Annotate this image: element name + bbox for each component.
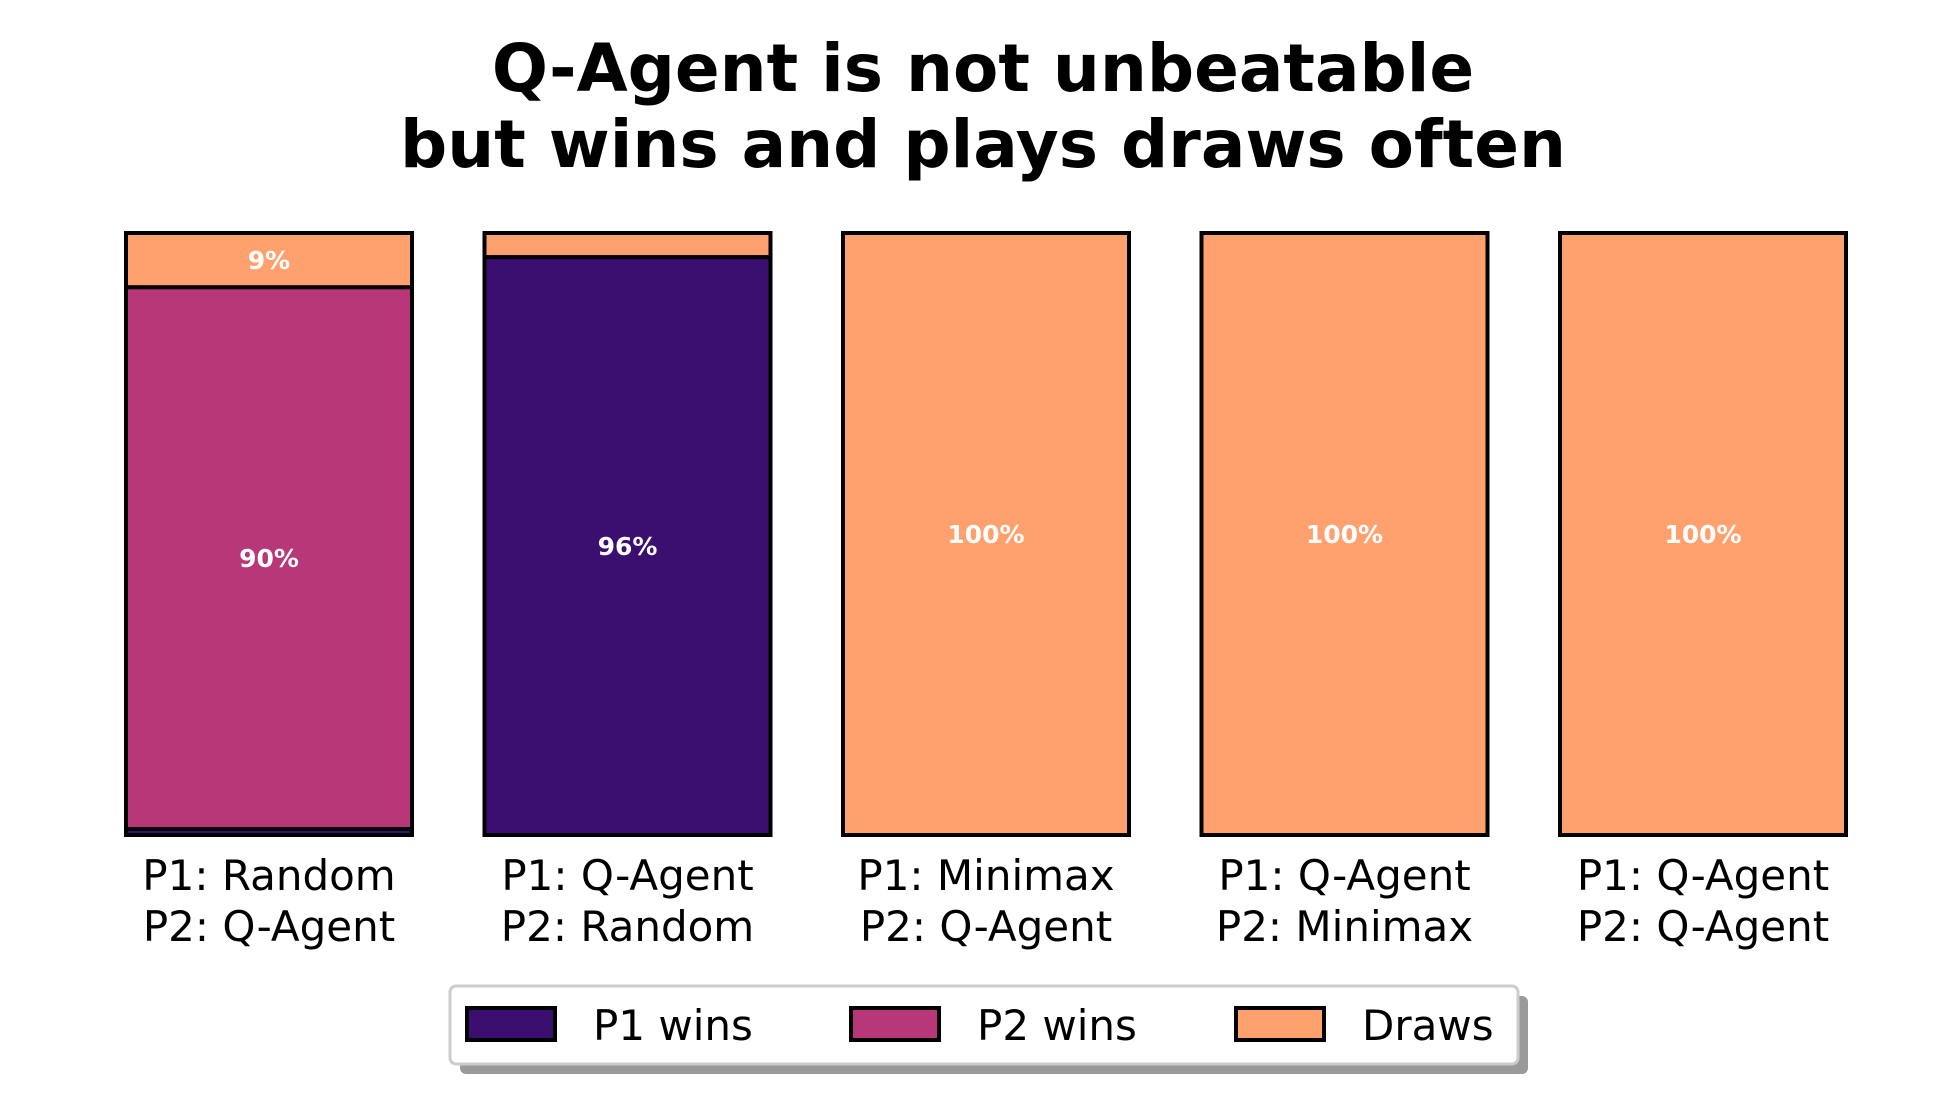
x-tick-label: P2: Q-Agent <box>860 902 1112 951</box>
x-tick-label: P1: Random <box>142 851 395 900</box>
legend-entry: Draws <box>1234 1001 1494 1050</box>
legend-label: P2 wins <box>977 1001 1137 1050</box>
bars: 90% 9% 96% 100% 100% 100% <box>124 231 1848 837</box>
x-tick-label: P2: Q-Agent <box>1577 902 1829 951</box>
data-label: 90% <box>239 544 299 573</box>
legend-label: Draws <box>1362 1001 1494 1050</box>
data-label: 100% <box>1664 520 1741 549</box>
legend-swatch <box>1234 1006 1326 1042</box>
bar-segment-draws <box>1558 231 1848 837</box>
bar-stack: 100% <box>1558 231 1848 837</box>
legend-entry: P2 wins <box>849 1001 1137 1050</box>
bar-stack: 90% 9% <box>124 231 414 837</box>
data-label: 96% <box>598 532 658 561</box>
legend-label: P1 wins <box>593 1001 753 1050</box>
chart-title-line: but wins and plays draws often <box>400 106 1566 183</box>
legend-swatch <box>849 1006 941 1042</box>
legend-box <box>448 984 1520 1066</box>
x-tick-label: P2: Q-Agent <box>143 902 395 951</box>
chart-title-line: Q-Agent is not unbeatable <box>492 30 1474 107</box>
x-tick-label: P1: Q-Agent <box>501 851 753 900</box>
data-label: 100% <box>947 520 1024 549</box>
bar-segment-draws <box>482 231 773 260</box>
x-tick-label: P1: Q-Agent <box>1577 851 1829 900</box>
x-tick-label: P1: Minimax <box>857 851 1114 900</box>
bar-segment-draws <box>841 231 1131 837</box>
bar-segment-p2-wins <box>124 285 414 831</box>
bar-stack: 100% <box>1199 231 1490 837</box>
x-tick-label: P1: Q-Agent <box>1218 851 1470 900</box>
bar-segment-draws <box>124 231 414 290</box>
legend-swatch <box>465 1006 557 1042</box>
data-label: 9% <box>248 246 290 275</box>
bar-stack: 96% <box>482 231 773 837</box>
legend: P1 wins P2 wins Draws <box>448 984 1528 1074</box>
bar-segment-p1-wins <box>482 255 773 837</box>
bar-segment-draws <box>1199 231 1490 837</box>
x-tick-label: P2: Random <box>501 902 754 951</box>
bar-stack: 100% <box>841 231 1131 837</box>
data-label: 100% <box>1306 520 1383 549</box>
legend-entry: P1 wins <box>465 1001 753 1050</box>
x-tick-label: P2: Minimax <box>1216 902 1473 951</box>
